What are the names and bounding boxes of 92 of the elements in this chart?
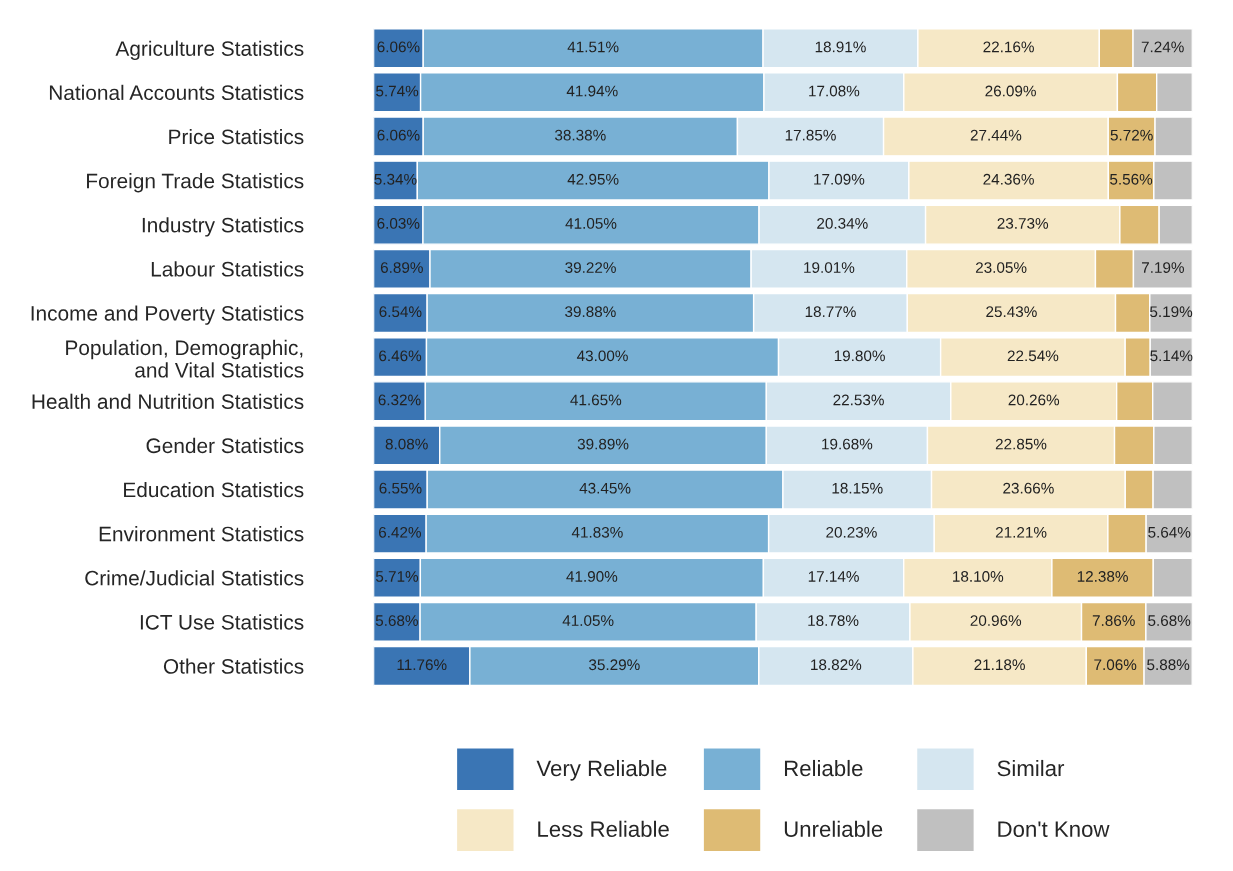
data-label: 17.08% [809,85,860,97]
y-tick-label: Industry Statistics [142,217,304,237]
data-label: 41.90% [566,571,618,582]
data-label: 5.64% [1148,526,1191,538]
data-label: 43.45% [579,482,631,494]
data-label: 5.19% [1150,306,1193,318]
data-label: 20.26% [1008,394,1060,406]
data-label: 23.73% [997,218,1049,229]
data-label: 23.05% [975,262,1027,273]
data-label: 22.54% [1007,350,1059,362]
data-label: 43.00% [576,350,628,362]
legend-label: Less Reliable [538,820,669,838]
data-label: 18.15% [832,482,883,494]
data-label: 17.14% [808,571,859,582]
data-label: 6.06% [377,129,420,141]
data-label: 18.10% [953,571,1004,582]
data-label: 19.68% [822,438,873,450]
data-label: 6.03% [377,218,420,229]
data-label: 17.85% [785,129,836,141]
data-label: 39.22% [565,262,616,273]
data-label: 41.65% [570,394,622,406]
data-label: 41.05% [562,615,614,626]
data-label: 22.85% [995,438,1047,450]
data-label: 6.32% [378,394,421,406]
y-tick-label: Health and Nutrition Statistics [32,393,304,409]
data-label: 18.77% [805,306,856,318]
y-tick-label: Population, Demographic, and Vital Statistics [66,339,304,378]
legend-label: Don't Know [998,821,1110,838]
y-tick-label: Gender Statistics [146,437,304,454]
y-tick-label: Crime/Judicial Statistics [85,570,304,586]
data-label: 39.89% [577,438,629,450]
data-label: 11.76% [397,659,447,671]
data-label: 5.72% [1110,129,1153,141]
y-tick-label: National Accounts Statistics [49,84,304,101]
data-label: 26.09% [985,85,1036,97]
data-label: 18.91% [815,41,866,53]
y-tick-label: Education Statistics [124,481,304,498]
data-label: 8.08% [385,438,428,450]
data-label: 5.68% [375,615,418,626]
data-label: 6.06% [377,41,420,53]
data-label: 21.18% [974,659,1025,671]
data-label: 5.71% [375,571,419,582]
data-label: 21.21% [995,526,1047,538]
legend-label: Reliable [784,759,863,777]
data-label: 5.68% [1148,615,1191,626]
data-label: 5.74% [376,85,419,97]
data-label: 19.01% [804,262,855,273]
data-label: 20.23% [826,526,877,538]
data-label: 6.55% [379,482,422,494]
data-label: 5.88% [1147,659,1190,671]
data-label: 6.89% [380,262,423,273]
data-label: 41.94% [566,85,618,97]
data-label: 17.09% [814,173,865,185]
data-label: 22.16% [983,41,1034,53]
data-label: 41.51% [567,41,619,53]
y-tick-label: Income and Poverty Statistics [31,305,304,325]
data-label: 5.14% [1150,350,1193,362]
data-label: 23.66% [1003,482,1054,494]
data-label: 20.34% [817,218,868,229]
data-label: 22.53% [833,394,884,406]
data-label: 18.82% [811,659,862,671]
data-label: 19.80% [834,350,885,362]
data-label: 39.88% [565,306,616,318]
data-label: 24.36% [983,173,1034,185]
legend-label: Similar [997,759,1065,777]
y-tick-label: Other Statistics [163,658,304,674]
y-tick-label: Environment Statistics [99,526,304,542]
y-tick-label: ICT Use Statistics [140,614,304,630]
y-tick-label: Price Statistics [169,128,304,145]
data-label: 41.05% [565,218,617,229]
data-label: 7.19% [1142,262,1184,273]
data-label: 12.38% [1077,571,1128,582]
data-label: 6.54% [379,306,422,318]
data-label: 6.42% [379,526,421,538]
legend-label: Unreliable [784,820,883,838]
data-label: 7.24% [1141,41,1184,53]
data-label: 18.78% [808,615,859,626]
y-tick-label: Foreign Trade Statistics [87,173,304,193]
data-label: 38.38% [555,129,606,141]
data-label: 25.43% [986,306,1037,318]
data-label: 7.06% [1094,659,1137,671]
data-label: 35.29% [589,659,640,671]
y-tick-label: Labour Statistics [151,261,304,277]
data-label: 42.95% [567,173,619,185]
y-tick-label: Agriculture Statistics [115,40,304,61]
data-label: 7.86% [1092,615,1135,626]
data-label: 6.46% [379,350,422,362]
legend-label: Very Reliable [536,759,667,781]
data-label: 27.44% [970,129,1022,141]
data-label: 41.83% [571,526,623,538]
data-label: 5.56% [1110,173,1153,185]
data-label: 20.96% [970,615,1022,626]
